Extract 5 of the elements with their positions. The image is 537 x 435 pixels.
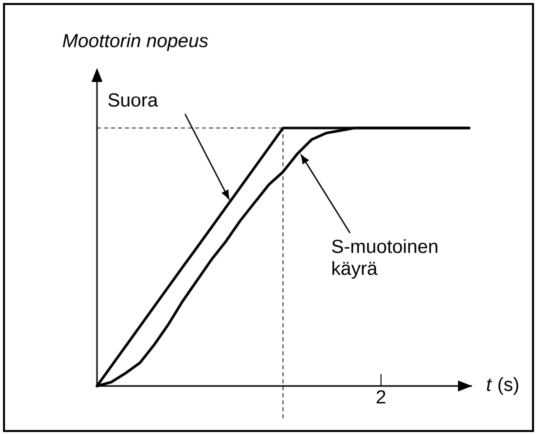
x-axis-title: t (s) (486, 377, 518, 395)
annotation: S-muotoinen käyrä (332, 239, 438, 279)
y-axis-title: Moottorin nopeus (62, 33, 208, 52)
text: 2 (376, 390, 386, 404)
text: Suora (108, 93, 158, 107)
